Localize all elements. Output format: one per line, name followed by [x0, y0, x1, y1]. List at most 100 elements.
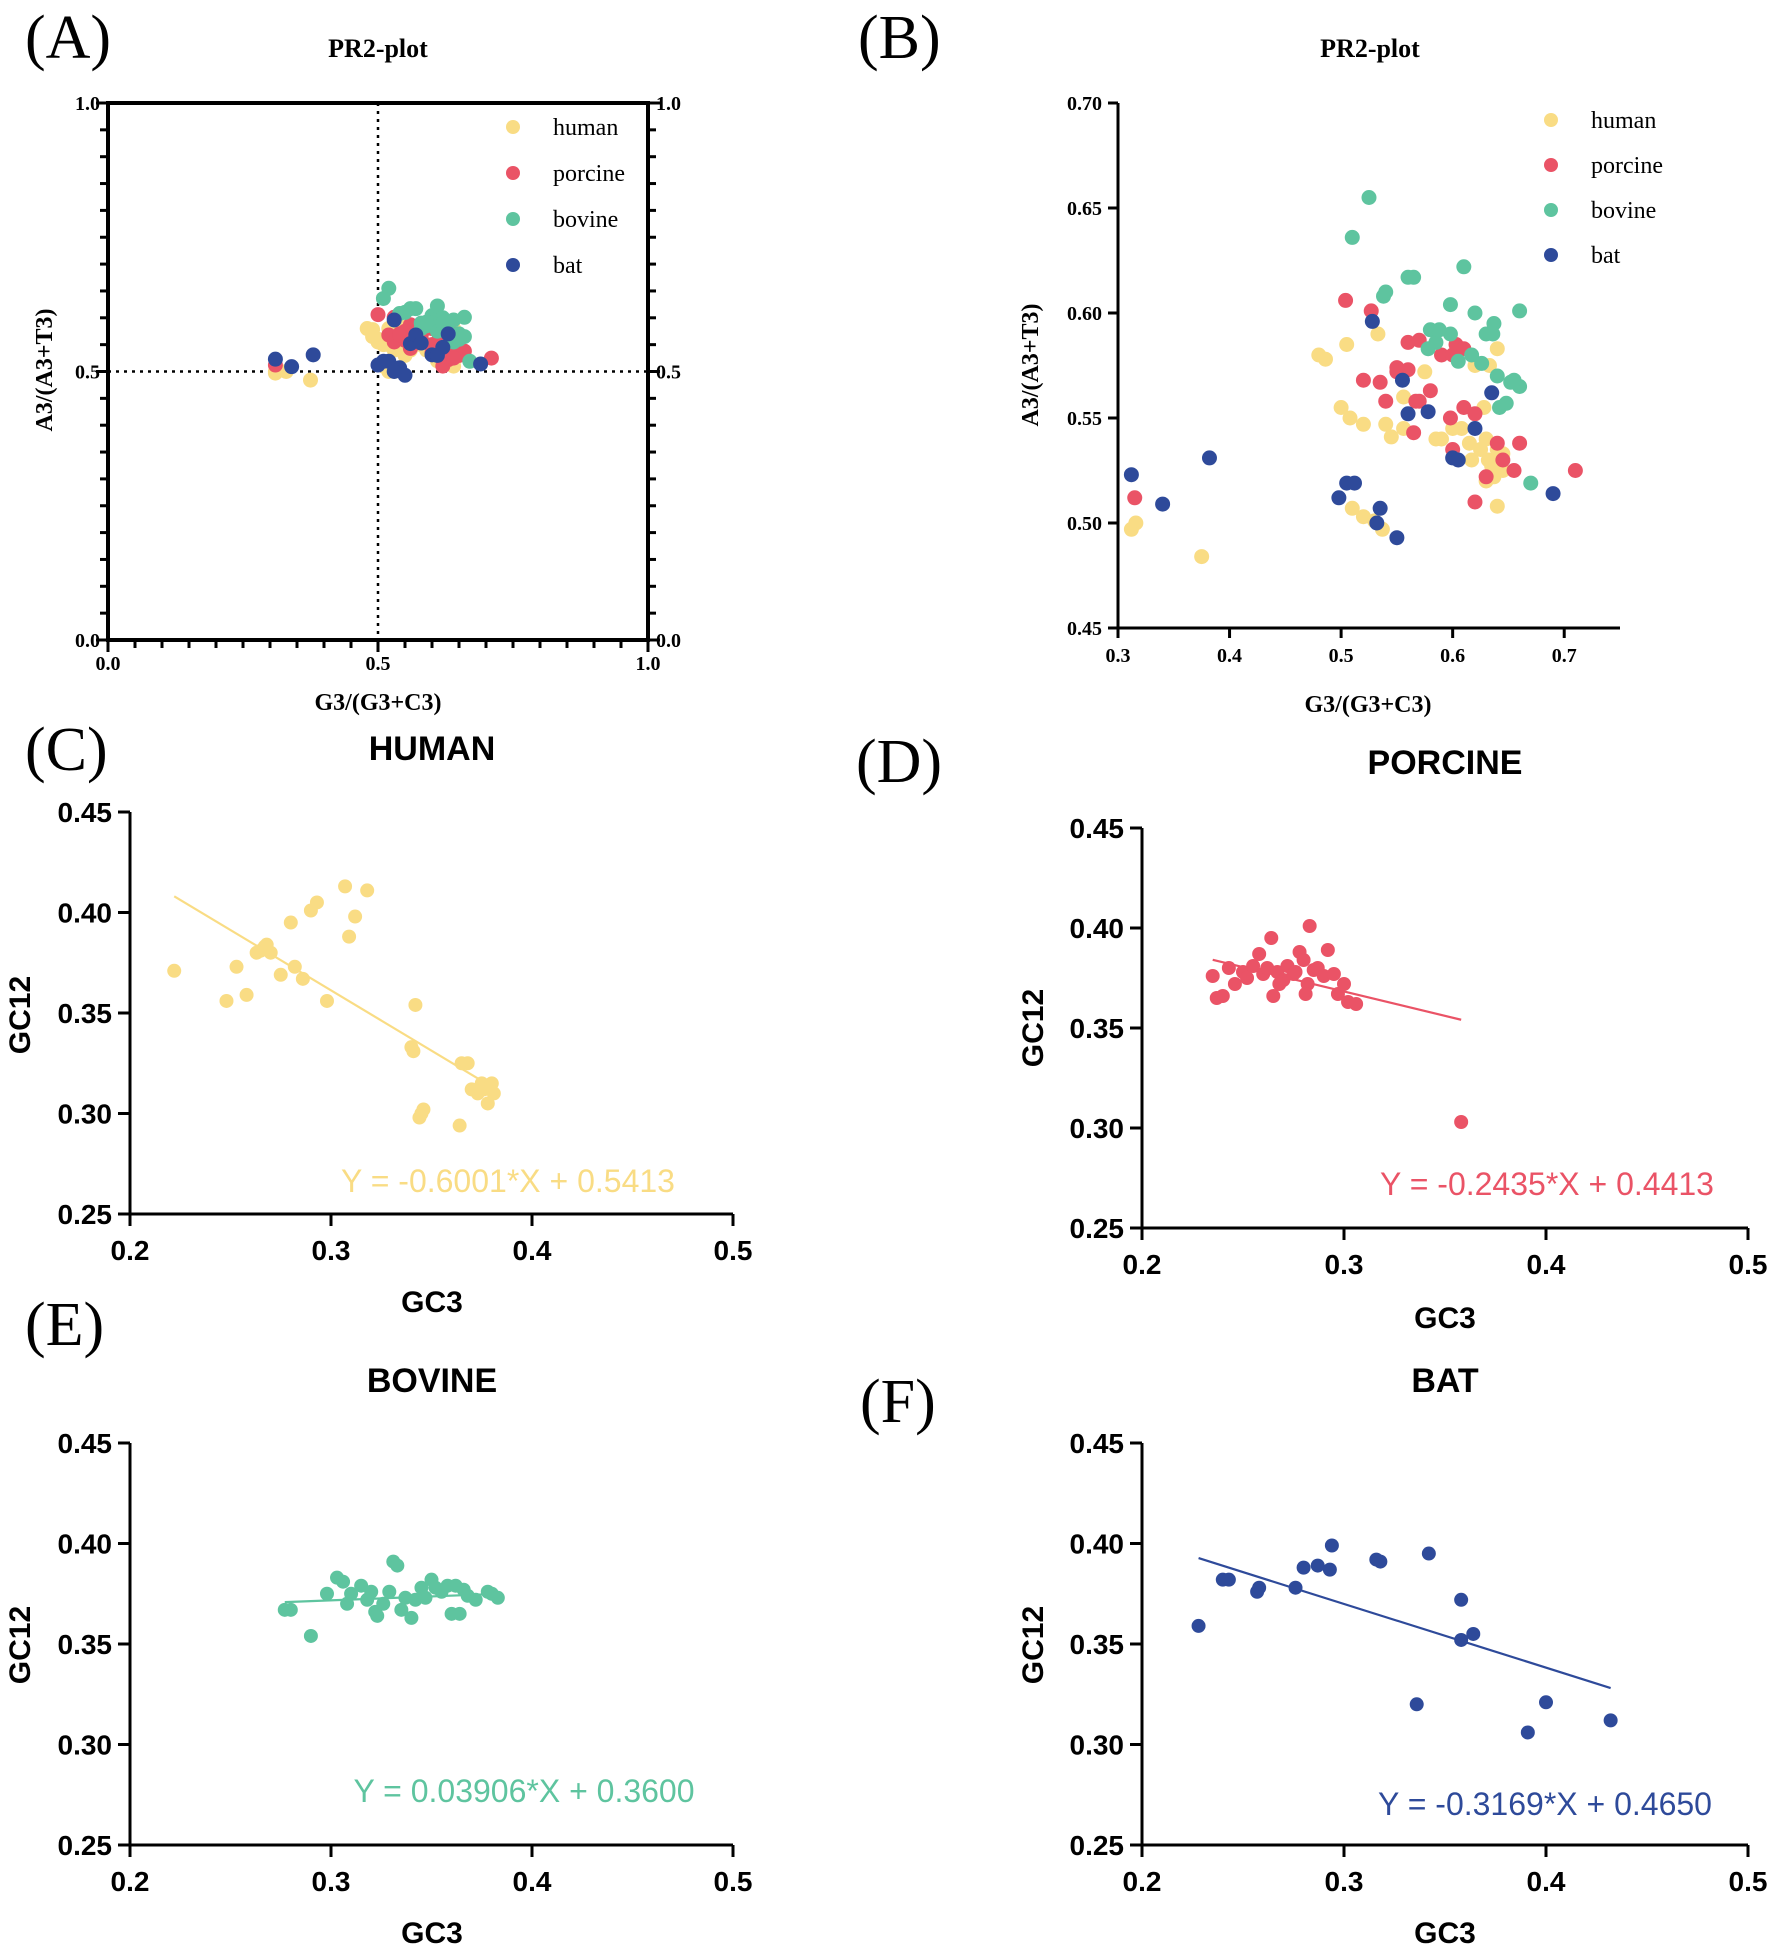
- panel-b-point-bat: [1545, 486, 1561, 502]
- panel-c-xtick-label: 0.5: [714, 1235, 753, 1266]
- panel-c-point: [273, 967, 288, 982]
- panel-c-plot: 0.2 0.3 0.4 0.5 0.25 0.30 0.35 0.40 0.45: [58, 797, 753, 1266]
- panel-b-plot: 0.3 0.4 0.5 0.6 0.7 0.45 0.50 0.55 0.60 0.65 0.70 h…: [1067, 93, 1663, 667]
- panel-b-point-porcine: [1489, 435, 1505, 451]
- panel-e-point: [490, 1590, 505, 1605]
- panel-b-point-bat: [1331, 490, 1347, 506]
- panel-e-point: [364, 1584, 379, 1599]
- panel-b-point-porcine: [1478, 469, 1494, 485]
- panel-b-point-bovine: [1485, 326, 1501, 342]
- panel-b-xtick-label: 0.4: [1217, 645, 1242, 667]
- panel-b-point-bat: [1450, 452, 1466, 468]
- panel-b-point-bat: [1201, 450, 1217, 466]
- panel-b-point-porcine: [1400, 334, 1416, 350]
- panel-b-point-bat: [1467, 421, 1483, 436]
- panel-b-point-human: [1370, 326, 1386, 342]
- panel-e-point: [418, 1590, 433, 1605]
- panel-d-point: [1266, 989, 1281, 1003]
- panel-b-point-bovine: [1378, 284, 1394, 300]
- panel-b-ytick-label: 0.50: [1067, 513, 1102, 535]
- panel-d-xtick-label: 0.2: [1123, 1249, 1162, 1280]
- panel-b-xlabel: G3/(G3+C3): [1305, 692, 1432, 718]
- panel-c-equation: Y = -0.6001*X + 0.5413: [341, 1163, 675, 1199]
- panel-b-point-porcine: [1408, 393, 1424, 409]
- panel-b-point-bat: [1369, 515, 1385, 531]
- panel-e-ytick-label: 0.35: [58, 1629, 113, 1660]
- panel-b-point-bovine: [1361, 190, 1377, 205]
- panel-a-plot: 0.00.0 0.00.50.5 0.51.01.0 1.0humanporcineb…: [75, 93, 681, 675]
- panel-b-point-human: [1317, 351, 1333, 367]
- panel-b-point-human: [1383, 429, 1399, 445]
- panel-b-point-bat: [1389, 530, 1405, 546]
- panel-c-point: [287, 959, 302, 974]
- panel-b-point-porcine: [1372, 374, 1388, 390]
- panel-d-plot: 0.2 0.3 0.4 0.5 0.25 0.30 0.35 0.40 0.45: [1070, 813, 1768, 1280]
- panel-b-point-human: [1333, 400, 1349, 415]
- panel-b-xtick-label: 0.7: [1552, 645, 1577, 667]
- panel-f-xtick-label: 0.5: [1729, 1866, 1768, 1897]
- panel-b-ylabel: A3/(A3+T3): [1018, 304, 1044, 427]
- panel-f-label: (F): [860, 1368, 936, 1436]
- panel-b-point-bovine: [1474, 355, 1490, 371]
- panel-f-title: BAT: [1411, 1362, 1479, 1400]
- panel-b-legend-marker-porcine: [1544, 158, 1558, 172]
- panel-a-xtick-label: 0.0: [96, 653, 121, 675]
- panel-b-point-porcine: [1467, 494, 1483, 510]
- panel-b-point-bovine: [1442, 297, 1458, 313]
- panel-e-point: [303, 1628, 318, 1643]
- panel-e-point: [354, 1578, 369, 1593]
- panel-e-point: [452, 1606, 467, 1621]
- panel-a-legend-label-porcine: porcine: [553, 161, 625, 187]
- panel-b-point-bovine: [1344, 229, 1360, 245]
- panel-b-point-bovine: [1420, 341, 1436, 357]
- panel-b-point-human: [1464, 452, 1480, 468]
- panel-f-point: [1324, 1538, 1339, 1553]
- panel-a-point-bovine: [456, 309, 472, 325]
- panel-d-point: [1227, 977, 1242, 991]
- panel-b-point-porcine: [1512, 435, 1528, 451]
- panel-a-title: PR2-plot: [328, 34, 428, 63]
- panel-f-equation: Y = -0.3169*X + 0.4650: [1378, 1786, 1712, 1822]
- panel-b-point-porcine: [1406, 425, 1422, 441]
- panel-d-ytick-label: 0.25: [1070, 1213, 1125, 1244]
- panel-e-xlabel: GC3: [401, 1917, 463, 1950]
- panel-b-point-human: [1454, 421, 1470, 436]
- panel-e: (E) BOVINE 0.2 0.3 0.4 0.50.250.300.350.400…: [4, 1291, 752, 1950]
- panel-c: (C) HUMAN 0.2 0.3 0.4 0.50.250.300.350.400.…: [4, 716, 752, 1319]
- panel-b-point-porcine: [1456, 400, 1472, 415]
- panel-b-point-human: [1194, 549, 1210, 565]
- panel-b-point-bovine: [1523, 475, 1539, 491]
- panel-b-point-bovine: [1431, 322, 1447, 338]
- panel-b-point-human: [1342, 410, 1358, 426]
- panel-c-point: [406, 1044, 421, 1059]
- panel-f-point: [1191, 1618, 1206, 1633]
- panel-c-point: [342, 929, 357, 944]
- panel-b-point-porcine: [1467, 406, 1483, 422]
- panel-c-point: [360, 883, 375, 898]
- panel-f: (F) BAT 0.2 0.3 0.4 0.5 0.25 0.30 0.35 0.40 0.45…: [860, 1362, 1767, 1950]
- panel-a-legend-label-bovine: bovine: [553, 207, 618, 233]
- panel-e-point: [390, 1558, 405, 1573]
- panel-b-legend-label-porcine: porcine: [1591, 153, 1663, 179]
- panel-b-point-human: [1396, 389, 1412, 405]
- panel-a: (A) PR2-plot 0.00.0 0.00.50.5 0.51.01.0 1.0…: [25, 4, 681, 716]
- panel-a-point-bat: [413, 335, 429, 351]
- panel-b-point-human: [1489, 498, 1505, 514]
- panel-b-point-human: [1128, 515, 1144, 531]
- panel-b-point-bovine: [1467, 305, 1483, 321]
- panel-f-point: [1373, 1554, 1388, 1569]
- panel-a-xlabel: G3/(G3+C3): [315, 690, 442, 716]
- panel-c-point: [283, 915, 298, 930]
- panel-d-ytick-label: 0.40: [1070, 913, 1125, 944]
- panel-b-legend-marker-human: [1544, 113, 1558, 127]
- panel-a-point-human: [365, 329, 381, 345]
- panel-c-ytick-label: 0.30: [58, 1099, 113, 1130]
- panel-b-point-human: [1428, 431, 1444, 447]
- panel-a-point-human: [303, 372, 318, 388]
- panel-b-ytick-label: 0.70: [1067, 93, 1102, 115]
- panel-d-point: [1252, 947, 1267, 961]
- panel-b-label: (B): [858, 4, 941, 72]
- panel-e-point: [319, 1586, 334, 1601]
- panel-b-point-bat: [1372, 500, 1388, 516]
- panel-b-point-porcine: [1442, 410, 1458, 426]
